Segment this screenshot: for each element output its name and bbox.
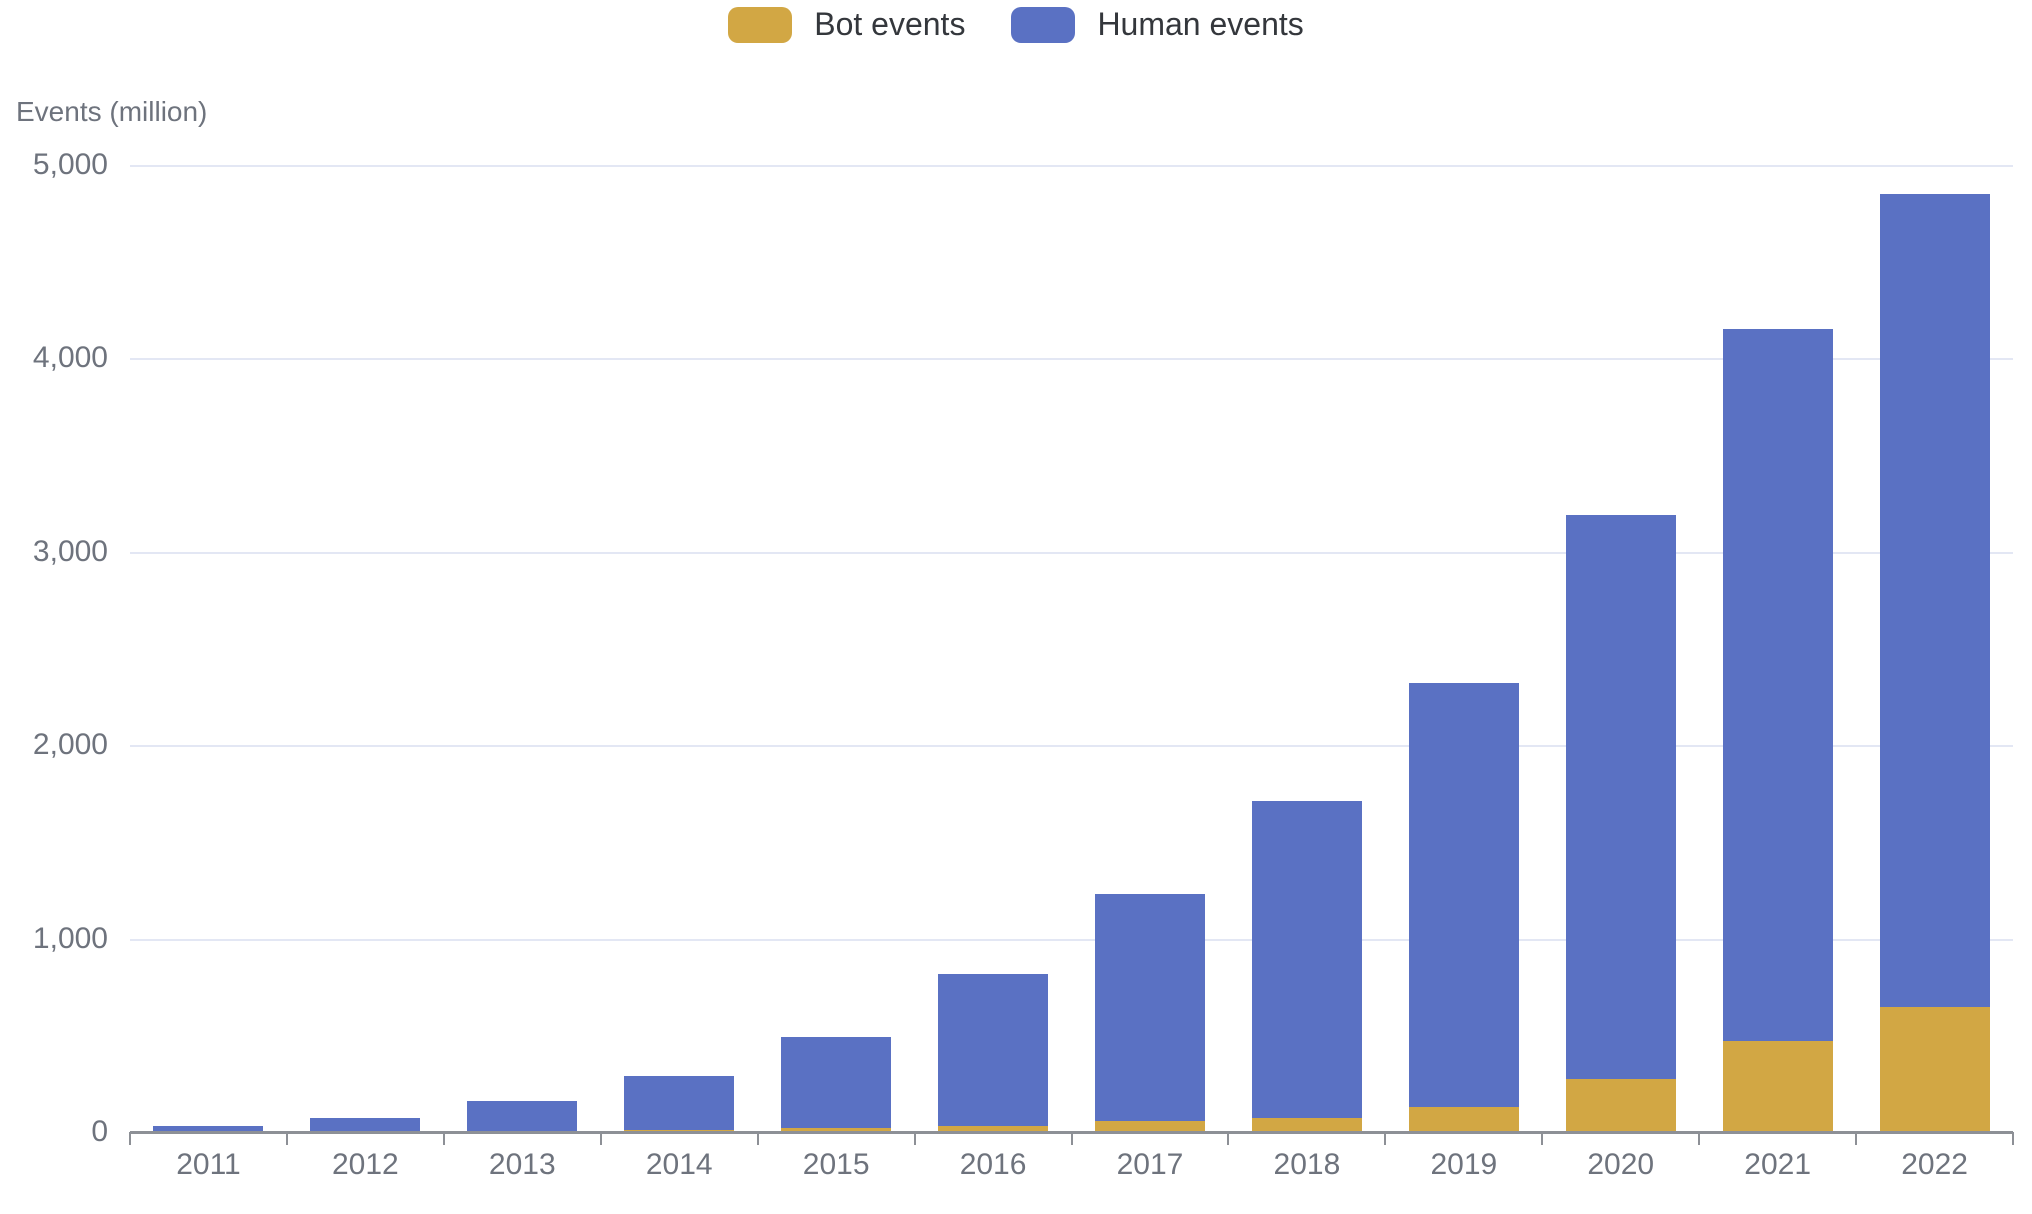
y-tick-label-5000: 5,000 — [32, 148, 108, 181]
segment-bot-events-2015[interactable] — [781, 1128, 892, 1132]
x-tick-label-2018: 2018 — [1273, 1148, 1341, 1181]
gridline-5000 — [130, 165, 2013, 167]
x-axis-tick — [1698, 1132, 1701, 1145]
stacked-bar-2016[interactable] — [938, 974, 1049, 1132]
x-axis-tick — [1070, 1132, 1073, 1145]
y-tick-label-2000: 2,000 — [32, 728, 108, 762]
stacked-bar-2017[interactable] — [1094, 894, 1205, 1132]
y-tick-label-3000: 3,000 — [32, 534, 108, 568]
stacked-bar-2022[interactable] — [1879, 194, 1990, 1132]
x-tick-label-2021: 2021 — [1744, 1148, 1812, 1181]
segment-human-events-2019[interactable] — [1408, 683, 1519, 1107]
x-axis-tick — [2012, 1132, 2014, 1145]
stacked-bar-2015[interactable] — [781, 1037, 892, 1132]
bar-slot-2022 — [1856, 165, 2013, 1132]
bar-slot-2020 — [1542, 165, 1699, 1132]
x-tick-label-2012: 2012 — [332, 1148, 399, 1181]
stacked-bar-2020[interactable] — [1565, 515, 1676, 1132]
segment-human-events-2020[interactable] — [1565, 515, 1676, 1079]
x-tick-label-2020: 2020 — [1587, 1148, 1655, 1181]
bar-slot-2016 — [915, 165, 1072, 1132]
bar-slot-2019 — [1385, 165, 1542, 1132]
bars-container — [130, 165, 2013, 1132]
x-tick-label-2011: 2011 — [176, 1148, 241, 1181]
bar-slot-2021 — [1699, 165, 1856, 1132]
stacked-bar-2021[interactable] — [1722, 329, 1833, 1132]
x-tick-label-2019: 2019 — [1430, 1148, 1498, 1181]
stacked-bar-2014[interactable] — [624, 1075, 735, 1132]
x-axis-tick — [442, 1132, 445, 1145]
x-tick-label-2014: 2014 — [645, 1148, 713, 1181]
y-axis-title: Events (million) — [16, 96, 208, 127]
legend-item-human-events[interactable]: Human events — [1011, 6, 1304, 43]
segment-bot-events-2022[interactable] — [1879, 1007, 1990, 1132]
segment-human-events-2014[interactable] — [624, 1075, 735, 1131]
stacked-bar-2018[interactable] — [1251, 801, 1362, 1132]
bar-slot-2015 — [758, 165, 915, 1132]
stacked-bar-2012[interactable] — [310, 1118, 421, 1132]
x-tick-label-2016: 2016 — [959, 1148, 1027, 1181]
legend-item-bot-events[interactable]: Bot events — [728, 6, 965, 43]
segment-human-events-2017[interactable] — [1094, 894, 1205, 1122]
x-axis-tick — [756, 1132, 759, 1145]
bar-slot-2013 — [444, 165, 601, 1132]
legend-label: Human events — [1097, 6, 1304, 42]
segment-bot-events-2017[interactable] — [1094, 1121, 1205, 1132]
segment-bot-events-2020[interactable] — [1565, 1078, 1676, 1132]
x-axis-tick — [129, 1132, 131, 1145]
legend-swatch — [728, 6, 793, 43]
x-axis-tick — [1541, 1132, 1544, 1145]
gridline-1000 — [130, 938, 2013, 941]
x-axis-tick — [1855, 1132, 1858, 1145]
x-tick-label-2017: 2017 — [1116, 1148, 1184, 1181]
gridline-3000 — [130, 551, 2013, 554]
x-tick-label-2015: 2015 — [802, 1148, 870, 1181]
x-axis-tick-labels: 2011 2012 2013 2014 2015 2016 2017 2018 2019 2020… — [130, 1148, 2013, 1182]
y-tick-label-4000: 4,000 — [32, 341, 108, 375]
plot-area — [129, 165, 2014, 1145]
y-axis-tick-labels: 5,000 4,000 3,000 2,000 1,000 0 — [0, 150, 108, 1147]
x-axis-tick — [285, 1132, 288, 1145]
x-tick-label-2022: 2022 — [1901, 1148, 1968, 1181]
x-axis-tick — [1384, 1132, 1387, 1145]
bar-slot-2017 — [1072, 165, 1229, 1132]
segment-human-events-2018[interactable] — [1251, 801, 1362, 1119]
gridline-2000 — [130, 745, 2013, 748]
stacked-bar-2013[interactable] — [467, 1101, 578, 1132]
gridline-4000 — [130, 358, 2013, 361]
segment-human-events-2015[interactable] — [781, 1037, 892, 1129]
x-tick-label-2013: 2013 — [488, 1148, 556, 1181]
x-axis-tick — [1227, 1132, 1230, 1145]
y-tick-label-1000: 1,000 — [32, 921, 108, 955]
segment-bot-events-2018[interactable] — [1251, 1118, 1362, 1132]
y-tick-label-0: 0 — [91, 1115, 108, 1148]
bar-slot-2014 — [601, 165, 758, 1132]
stacked-bar-2019[interactable] — [1408, 683, 1519, 1132]
legend-swatch — [1011, 6, 1076, 43]
x-axis-tick — [599, 1132, 602, 1145]
segment-human-events-2011[interactable] — [153, 1126, 264, 1132]
segment-human-events-2022[interactable] — [1879, 194, 1990, 1008]
segment-human-events-2013[interactable] — [467, 1101, 578, 1132]
segment-human-events-2016[interactable] — [938, 974, 1049, 1127]
segment-bot-events-2016[interactable] — [938, 1126, 1049, 1132]
bar-slot-2012 — [287, 165, 444, 1132]
x-axis-tick — [913, 1132, 916, 1145]
segment-bot-events-2019[interactable] — [1408, 1106, 1519, 1132]
segment-human-events-2021[interactable] — [1722, 329, 1833, 1042]
legend: Bot events Human events — [0, 6, 2032, 43]
bar-slot-2018 — [1228, 165, 1385, 1132]
bar-slot-2011 — [130, 165, 287, 1132]
segment-human-events-2012[interactable] — [310, 1118, 421, 1132]
legend-label: Bot events — [814, 6, 966, 42]
segment-bot-events-2021[interactable] — [1722, 1041, 1833, 1132]
